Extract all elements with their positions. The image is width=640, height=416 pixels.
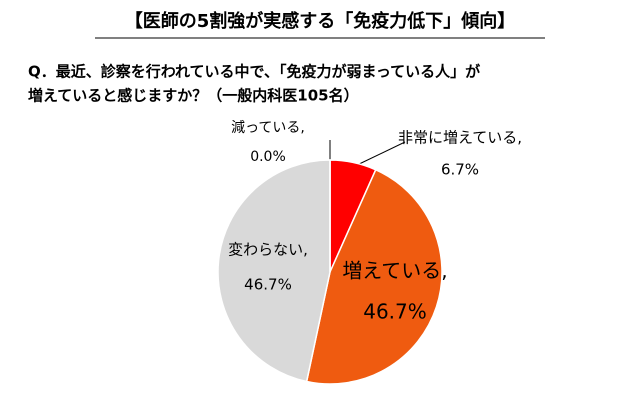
slice-category-label: 変わらない, xyxy=(228,241,308,259)
pie-slice xyxy=(217,159,331,383)
chart-title: 【医師の5割強が実感する「免疫力低下」傾向】 xyxy=(125,10,516,32)
slice-value-label: 46.7% xyxy=(244,276,292,294)
leader-line xyxy=(354,141,406,167)
pie-slice xyxy=(305,168,443,385)
slice-value-label: 0.0% xyxy=(250,149,286,165)
subtitle: 増えていると感じますか？（一般内科医105名） xyxy=(28,87,359,105)
slice-value-label: 6.7% xyxy=(441,161,479,179)
slice-value-label: 46.7% xyxy=(363,300,427,324)
slice-category-label: 増えている, xyxy=(342,259,447,283)
slice-category-label: 減っている, xyxy=(231,119,305,136)
slice-category-label: 非常に増えている, xyxy=(398,129,522,147)
subtitle: Q．最近、診察を行われている中で、「免疫力が弱まっている人」が xyxy=(28,63,481,81)
